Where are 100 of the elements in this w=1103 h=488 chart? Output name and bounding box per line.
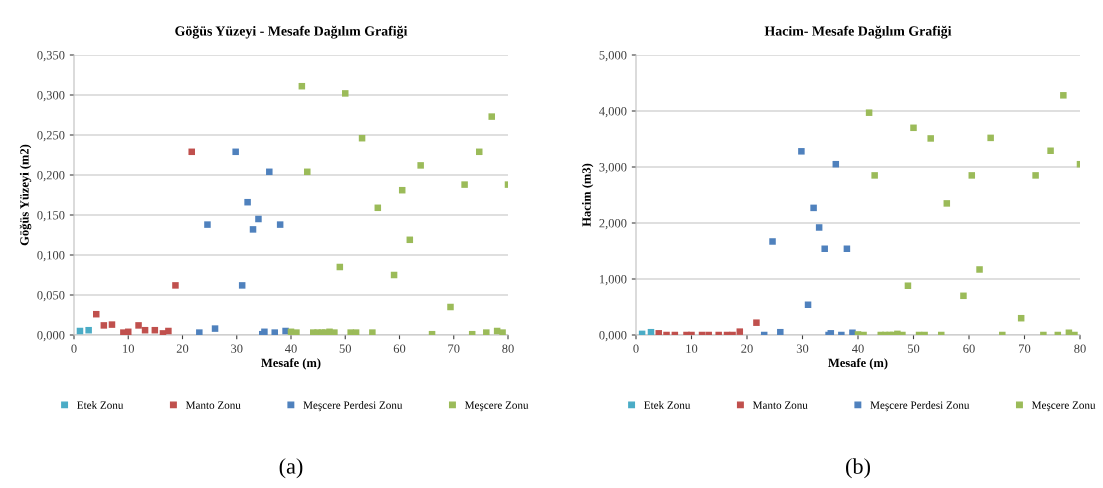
point: [753, 319, 760, 326]
y-tick-label: 4,000: [599, 107, 627, 118]
point: [135, 322, 142, 329]
legend-label: Meşcere Zonu: [1031, 401, 1096, 412]
point: [815, 224, 823, 231]
x-tick-label: 0: [633, 344, 639, 353]
point: [304, 168, 311, 176]
x-tick-label: 60: [393, 344, 406, 353]
x-tick-label: 20: [176, 344, 189, 353]
point: [960, 292, 967, 300]
point: [943, 200, 951, 207]
x-tick-label: 60: [963, 344, 975, 353]
point: [244, 198, 251, 206]
legend-label: Meşcere Perdesi Zonu: [870, 401, 970, 412]
point: [927, 135, 934, 142]
x-tick-label: 20: [741, 344, 753, 353]
point: [188, 148, 195, 156]
point: [196, 329, 203, 335]
point: [821, 245, 828, 253]
x-tick-label: 0: [71, 344, 77, 353]
y-tick-label: 0,000: [37, 331, 65, 342]
point: [232, 148, 239, 156]
point: [1032, 172, 1039, 179]
point: [249, 226, 257, 233]
point: [871, 172, 878, 179]
point: [777, 328, 784, 335]
point: [810, 204, 817, 212]
y-tick-label: 1,000: [599, 275, 627, 286]
point: [736, 328, 744, 335]
text: (b): [846, 458, 870, 479]
x-tick-label: 40: [851, 344, 864, 353]
x-tick-label: 50: [907, 344, 920, 353]
point: [647, 328, 655, 335]
x-tick-label: 70: [448, 344, 460, 353]
x-axis-title: Mesafe (m): [828, 358, 888, 370]
point: [417, 162, 424, 169]
point: [488, 113, 495, 120]
point: [293, 329, 300, 335]
y-axis-title: Hacim (m3): [581, 163, 594, 227]
y-tick-label: 0,350: [37, 51, 65, 62]
x-tick-label: 30: [796, 344, 809, 353]
x-tick-label: 50: [339, 344, 352, 353]
point: [976, 266, 983, 273]
point: [266, 168, 273, 176]
y-tick-label: 0,100: [37, 251, 65, 262]
y-tick-label: 0,000: [599, 331, 627, 342]
point: [987, 134, 994, 142]
x-tick-label: 80: [1074, 344, 1086, 353]
y-tick-label: 2,000: [599, 219, 627, 230]
y-tick-label: 0,300: [37, 91, 65, 102]
legend-label: Manto Zonu: [752, 401, 808, 409]
legend-label: Etek Zonu: [77, 401, 124, 409]
legend-label: Manto Zonu: [185, 401, 241, 409]
text: (a): [279, 458, 303, 479]
point: [1060, 92, 1067, 99]
y-tick-label: 0,250: [37, 131, 65, 142]
point: [968, 172, 976, 179]
point: [865, 109, 873, 116]
point: [798, 148, 805, 155]
y-axis-title: Göğüs Yüzeyi (m2): [19, 144, 32, 246]
point: [475, 148, 483, 156]
point: [352, 329, 360, 335]
chart-title: Göğüs Yüzeyi - Mesafe Dağılım Grafiği: [175, 25, 408, 39]
x-tick-label: 10: [686, 344, 698, 353]
point: [204, 221, 211, 228]
point: [100, 322, 108, 329]
point: [447, 303, 454, 311]
x-tick-label: 10: [123, 344, 135, 353]
point: [255, 215, 262, 223]
point: [341, 90, 349, 97]
point: [85, 326, 92, 334]
x-tick-label: 80: [502, 344, 514, 353]
point: [483, 329, 490, 335]
legend-label: Etek Zonu: [644, 401, 691, 409]
x-tick-label: 40: [284, 344, 297, 353]
x-axis-title: Mesafe (m): [261, 358, 321, 370]
point: [499, 329, 506, 335]
legend-label: Meşcere Zonu: [464, 401, 529, 412]
y-tick-label: 3,000: [599, 163, 627, 174]
y-tick-label: 0,200: [37, 171, 65, 182]
y-tick-label: 5,000: [599, 51, 627, 62]
point: [276, 221, 284, 228]
point: [172, 282, 179, 289]
x-tick-label: 30: [231, 344, 243, 353]
chart-title: Hacim- Mesafe Dağılım Grafiği: [764, 25, 952, 39]
point: [331, 329, 338, 335]
point: [271, 329, 278, 335]
point: [108, 321, 116, 328]
legend-label: Meşcere Perdesi Zonu: [303, 401, 403, 412]
point: [165, 327, 172, 335]
point: [461, 181, 468, 188]
y-tick-label: 0,150: [37, 211, 65, 222]
point: [769, 238, 776, 245]
point: [369, 329, 376, 335]
y-tick-label: 0,050: [37, 291, 65, 302]
x-tick-label: 70: [1019, 344, 1031, 353]
point: [238, 282, 246, 289]
point: [124, 328, 132, 335]
point: [910, 124, 917, 132]
point: [1047, 147, 1054, 155]
